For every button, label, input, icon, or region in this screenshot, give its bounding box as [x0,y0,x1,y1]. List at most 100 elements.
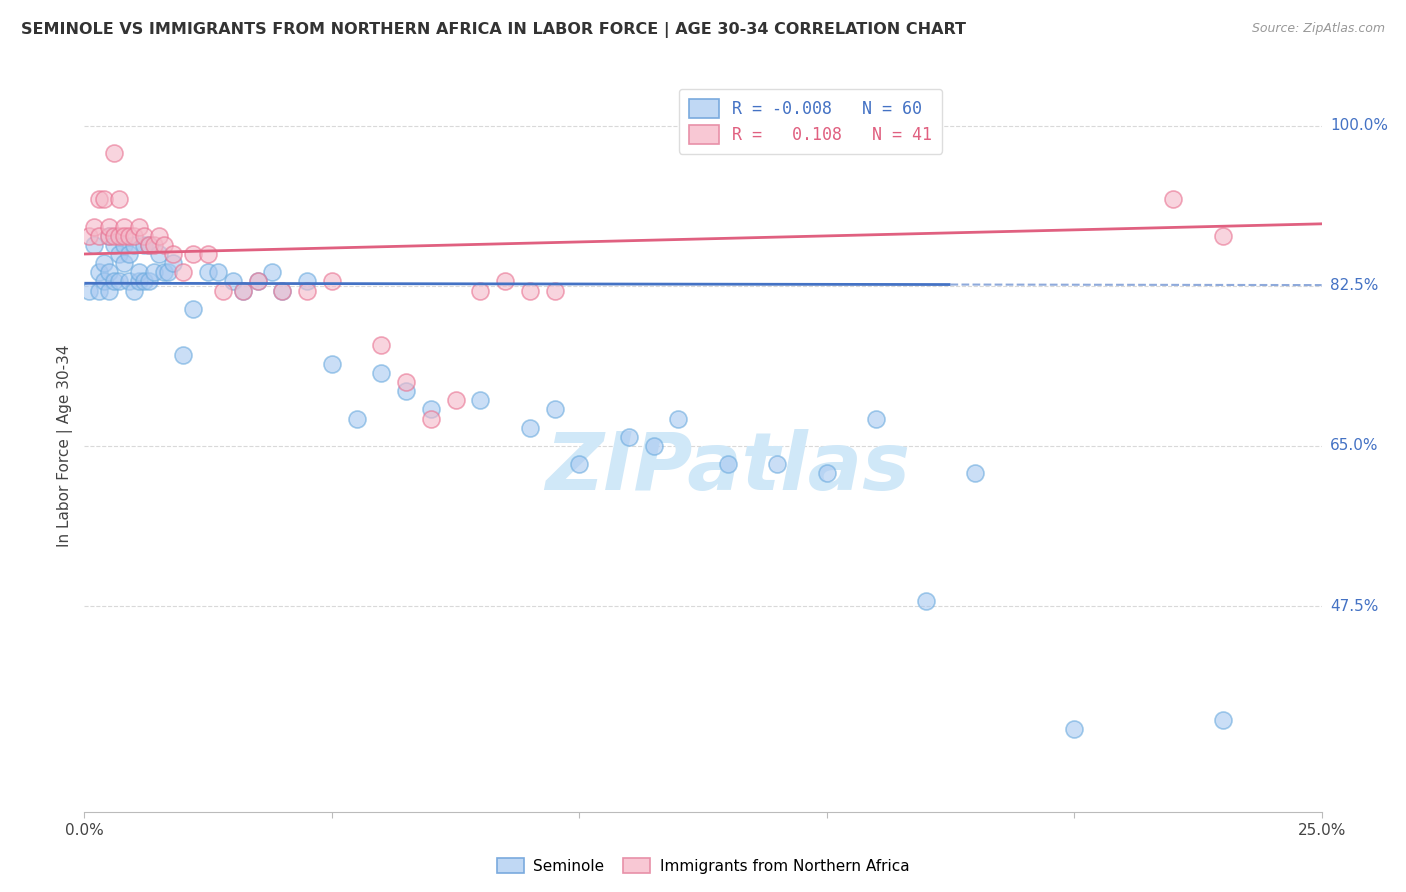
Point [122,228,145,243]
Point [965,467,987,481]
Point [132,228,155,243]
Point [152,265,174,279]
Point [98,228,121,243]
Point [112,238,135,252]
Point [93,256,115,270]
Point [128,265,150,279]
Point [295,275,318,289]
Text: 47.5%: 47.5% [1330,599,1378,614]
Point [138,275,160,289]
Point [295,284,318,298]
Point [122,238,145,252]
Point [494,275,516,289]
Point [271,284,294,298]
Point [98,265,121,279]
Point [128,219,150,234]
Point [79,228,101,243]
Point [181,301,204,316]
Point [232,284,254,298]
Point [172,348,194,362]
Point [132,275,155,289]
Point [419,411,441,425]
Point [271,284,294,298]
Point [108,275,131,289]
Point [89,192,111,206]
Point [470,393,492,408]
Point [108,247,131,261]
Point [103,228,125,243]
Point [1161,192,1184,206]
Point [122,284,145,298]
Point [370,338,392,352]
Point [83,238,105,252]
Point [232,284,254,298]
Point [142,238,165,252]
Point [470,284,492,298]
Point [118,228,141,243]
Text: 100.0%: 100.0% [1330,119,1388,134]
Point [444,393,467,408]
Point [79,284,101,298]
Point [118,275,141,289]
Point [717,457,740,471]
Point [395,375,418,389]
Point [142,265,165,279]
Point [93,192,115,206]
Point [98,284,121,298]
Point [112,256,135,270]
Point [148,228,170,243]
Point [568,457,591,471]
Point [914,594,936,608]
Point [112,219,135,234]
Point [103,146,125,161]
Legend: Seminole, Immigrants from Northern Africa: Seminole, Immigrants from Northern Afric… [491,852,915,880]
Point [197,265,219,279]
Point [815,467,838,481]
Point [1212,228,1234,243]
Y-axis label: In Labor Force | Age 30-34: In Labor Force | Age 30-34 [58,344,73,548]
Point [83,219,105,234]
Point [766,457,789,471]
Point [395,384,418,399]
Point [108,192,131,206]
Point [162,256,184,270]
Point [103,238,125,252]
Text: Source: ZipAtlas.com: Source: ZipAtlas.com [1251,22,1385,36]
Text: 82.5%: 82.5% [1330,278,1378,293]
Point [172,265,194,279]
Text: 65.0%: 65.0% [1330,439,1378,453]
Point [108,228,131,243]
Point [543,402,565,417]
Point [222,275,245,289]
Point [262,265,284,279]
Point [212,284,235,298]
Point [1063,723,1085,737]
Point [118,247,141,261]
Point [370,366,392,380]
Point [1212,714,1234,728]
Point [519,284,541,298]
Point [617,430,640,444]
Point [246,275,269,289]
Point [132,238,155,252]
Point [197,247,219,261]
Point [181,247,204,261]
Point [152,238,174,252]
Point [89,228,111,243]
Point [89,265,111,279]
Point [865,411,887,425]
Point [138,238,160,252]
Point [93,275,115,289]
Point [643,439,665,453]
Point [138,238,160,252]
Point [321,275,343,289]
Point [103,275,125,289]
Point [246,275,269,289]
Point [543,284,565,298]
Point [148,247,170,261]
Point [321,357,343,371]
Point [128,275,150,289]
Point [157,265,180,279]
Point [519,420,541,434]
Text: SEMINOLE VS IMMIGRANTS FROM NORTHERN AFRICA IN LABOR FORCE | AGE 30-34 CORRELATI: SEMINOLE VS IMMIGRANTS FROM NORTHERN AFR… [21,22,966,38]
